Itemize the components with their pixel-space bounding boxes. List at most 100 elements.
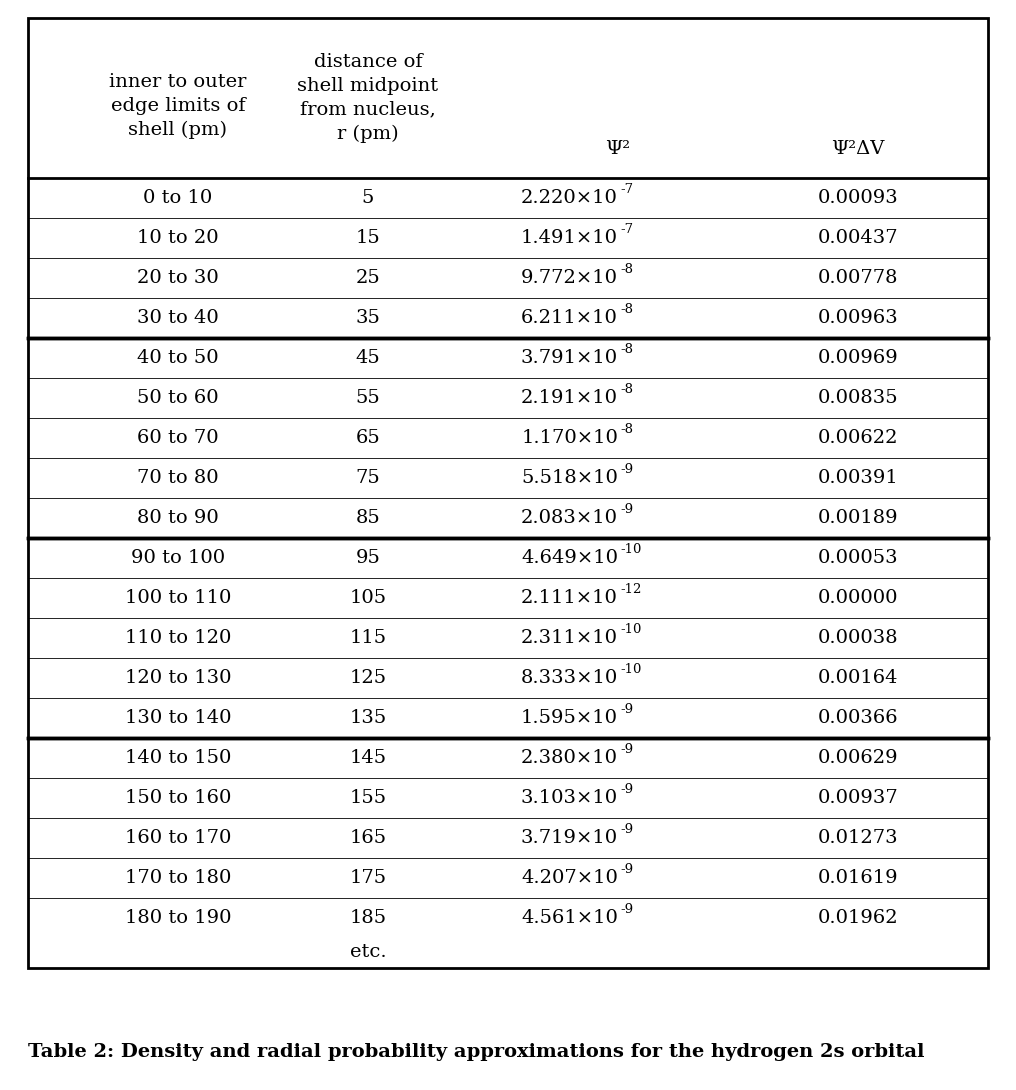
Text: 5: 5 xyxy=(362,189,374,207)
Text: -9: -9 xyxy=(620,823,633,836)
Text: 3.103×10: 3.103×10 xyxy=(521,789,618,807)
Text: 0.00391: 0.00391 xyxy=(818,469,898,487)
Text: 2.111×10: 2.111×10 xyxy=(521,589,618,607)
Text: 80 to 90: 80 to 90 xyxy=(137,509,218,526)
Text: 1.170×10: 1.170×10 xyxy=(521,429,618,447)
Text: 135: 135 xyxy=(350,708,387,727)
Text: Ψ²: Ψ² xyxy=(606,141,631,158)
Text: 25: 25 xyxy=(356,269,380,287)
Text: -7: -7 xyxy=(620,222,633,235)
Text: 50 to 60: 50 to 60 xyxy=(137,389,218,407)
Text: 3.719×10: 3.719×10 xyxy=(521,829,618,847)
Text: 45: 45 xyxy=(356,349,380,367)
Text: 1.491×10: 1.491×10 xyxy=(521,229,618,247)
Text: 0.00164: 0.00164 xyxy=(818,669,898,687)
Bar xyxy=(28,19,988,968)
Text: 6.211×10: 6.211×10 xyxy=(521,308,618,327)
Text: inner to outer
edge limits of
shell (pm): inner to outer edge limits of shell (pm) xyxy=(110,73,247,138)
Text: 9.772×10: 9.772×10 xyxy=(521,269,618,287)
Text: 75: 75 xyxy=(356,469,380,487)
Text: 2.311×10: 2.311×10 xyxy=(521,629,618,647)
Text: -10: -10 xyxy=(620,622,641,635)
Text: 0.00622: 0.00622 xyxy=(818,429,898,447)
Text: -9: -9 xyxy=(620,903,633,916)
Text: -8: -8 xyxy=(620,423,633,436)
Text: 0.01619: 0.01619 xyxy=(818,869,898,887)
Text: -9: -9 xyxy=(620,703,633,716)
Text: -9: -9 xyxy=(620,742,633,755)
Text: 2.083×10: 2.083×10 xyxy=(521,509,618,526)
Text: -10: -10 xyxy=(620,663,641,676)
Text: 180 to 190: 180 to 190 xyxy=(125,909,232,926)
Text: etc.: etc. xyxy=(350,943,386,961)
Text: 0.00038: 0.00038 xyxy=(818,629,898,647)
Text: -8: -8 xyxy=(620,263,633,276)
Text: 100 to 110: 100 to 110 xyxy=(125,589,232,607)
Text: 0.00963: 0.00963 xyxy=(818,308,898,327)
Text: 140 to 150: 140 to 150 xyxy=(125,749,232,767)
Text: 185: 185 xyxy=(350,909,386,926)
Text: 125: 125 xyxy=(350,669,386,687)
Text: 0.00778: 0.00778 xyxy=(818,269,898,287)
Text: 120 to 130: 120 to 130 xyxy=(125,669,232,687)
Text: -9: -9 xyxy=(620,783,633,796)
Text: 20 to 30: 20 to 30 xyxy=(137,269,218,287)
Text: 60 to 70: 60 to 70 xyxy=(137,429,218,447)
Text: 70 to 80: 70 to 80 xyxy=(137,469,218,487)
Text: 155: 155 xyxy=(350,789,386,807)
Text: 0.00437: 0.00437 xyxy=(818,229,898,247)
Text: 0.00189: 0.00189 xyxy=(818,509,898,526)
Text: 85: 85 xyxy=(356,509,380,526)
Text: 15: 15 xyxy=(356,229,380,247)
Text: 1.595×10: 1.595×10 xyxy=(521,708,618,727)
Text: 3.791×10: 3.791×10 xyxy=(521,349,618,367)
Text: -8: -8 xyxy=(620,383,633,396)
Text: Table 2: Density and radial probability approximations for the hydrogen 2s orbit: Table 2: Density and radial probability … xyxy=(28,1043,925,1061)
Text: 160 to 170: 160 to 170 xyxy=(125,829,232,847)
Text: 30 to 40: 30 to 40 xyxy=(137,308,218,327)
Text: 0.00000: 0.00000 xyxy=(818,589,898,607)
Text: 0.00366: 0.00366 xyxy=(818,708,898,727)
Text: 165: 165 xyxy=(350,829,386,847)
Text: -7: -7 xyxy=(620,183,633,196)
Text: -9: -9 xyxy=(620,462,633,475)
Text: -10: -10 xyxy=(620,543,641,556)
Text: 4.561×10: 4.561×10 xyxy=(521,909,618,926)
Text: 4.207×10: 4.207×10 xyxy=(521,869,618,887)
Text: 65: 65 xyxy=(356,429,380,447)
Text: 5.518×10: 5.518×10 xyxy=(521,469,618,487)
Text: 0.01273: 0.01273 xyxy=(818,829,898,847)
Text: -12: -12 xyxy=(620,583,641,596)
Text: 145: 145 xyxy=(350,749,386,767)
Text: 0.00629: 0.00629 xyxy=(818,749,898,767)
Text: 130 to 140: 130 to 140 xyxy=(125,708,232,727)
Text: -9: -9 xyxy=(620,502,633,516)
Text: 4.649×10: 4.649×10 xyxy=(521,549,618,567)
Text: 150 to 160: 150 to 160 xyxy=(125,789,232,807)
Text: 40 to 50: 40 to 50 xyxy=(137,349,218,367)
Text: -8: -8 xyxy=(620,303,633,316)
Text: 0.00053: 0.00053 xyxy=(818,549,898,567)
Text: 95: 95 xyxy=(356,549,380,567)
Text: 0.00835: 0.00835 xyxy=(818,389,898,407)
Text: distance of
shell midpoint
from nucleus,
r (pm): distance of shell midpoint from nucleus,… xyxy=(298,53,439,143)
Text: 175: 175 xyxy=(350,869,386,887)
Text: 0.00093: 0.00093 xyxy=(818,189,898,207)
Text: -8: -8 xyxy=(620,342,633,355)
Text: 90 to 100: 90 to 100 xyxy=(131,549,226,567)
Text: 2.220×10: 2.220×10 xyxy=(521,189,618,207)
Text: 105: 105 xyxy=(350,589,386,607)
Text: 115: 115 xyxy=(350,629,386,647)
Text: 110 to 120: 110 to 120 xyxy=(125,629,232,647)
Text: 10 to 20: 10 to 20 xyxy=(137,229,218,247)
Text: 0 to 10: 0 to 10 xyxy=(143,189,212,207)
Text: 55: 55 xyxy=(356,389,380,407)
Text: 170 to 180: 170 to 180 xyxy=(125,869,232,887)
Text: 2.191×10: 2.191×10 xyxy=(521,389,618,407)
Text: 0.00937: 0.00937 xyxy=(818,789,898,807)
Text: Ψ²ΔV: Ψ²ΔV xyxy=(831,141,885,158)
Text: 2.380×10: 2.380×10 xyxy=(521,749,618,767)
Text: 35: 35 xyxy=(356,308,380,327)
Text: 0.01962: 0.01962 xyxy=(818,909,898,926)
Text: 0.00969: 0.00969 xyxy=(818,349,898,367)
